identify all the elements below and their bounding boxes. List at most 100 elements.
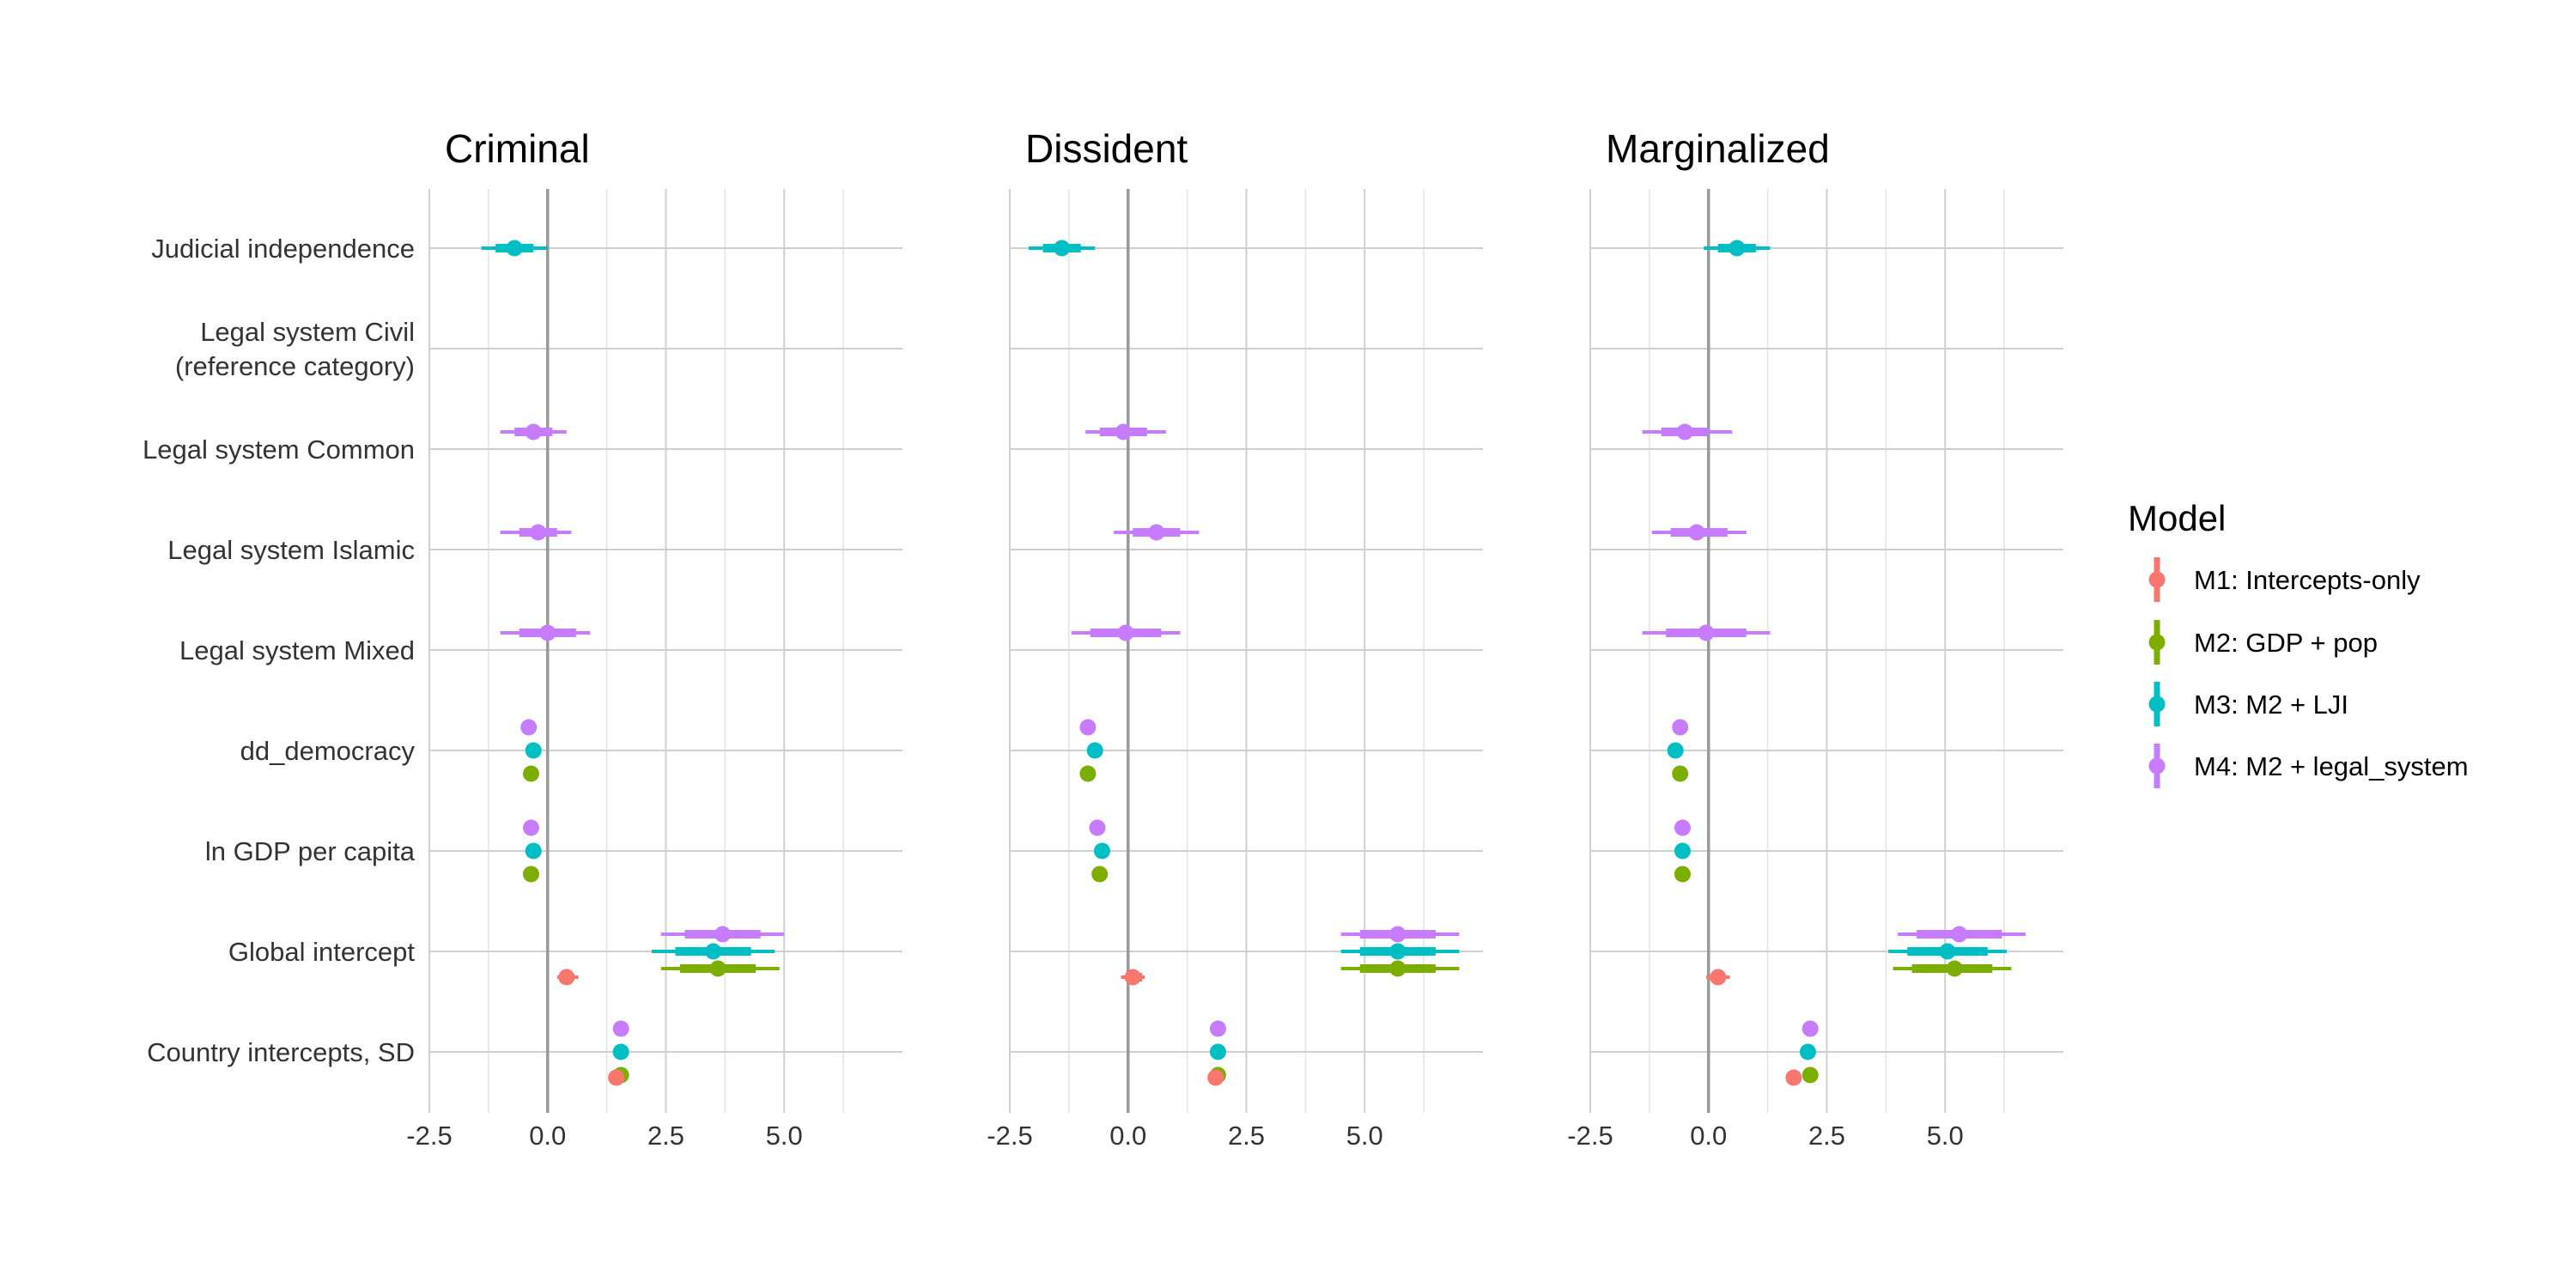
x-tick-label: -2.5 [406,1121,452,1151]
point-m2 [522,765,539,782]
x-tick-label: 5.0 [766,1121,803,1151]
point-m4 [1674,819,1691,836]
point-m3 [612,1043,629,1060]
point-m4 [1089,819,1106,836]
panel-title: Marginalized [1606,126,1830,171]
row-label-line: Global intercept [228,937,416,967]
row-label: Judicial independence [151,234,415,264]
point-m1 [608,1069,625,1086]
point-m4 [1209,1020,1226,1037]
point-m4 [530,524,547,541]
point-m2 [709,960,726,977]
panel-criminal: Criminal -2.5 0.0 2.5 5.0 [406,126,902,1151]
point-m4 [714,926,732,943]
row-label-line: Legal system Common [143,434,415,465]
legend-label: M3: M2 + LJI [2194,690,2348,720]
point-m3 [525,842,542,860]
point-m2 [522,866,539,883]
legend-key-point [2148,634,2166,651]
point-m3 [1939,943,1956,960]
x-tick-label: 2.5 [1808,1121,1845,1151]
point-m4 [1389,926,1406,943]
panel-title: Dissident [1025,126,1188,171]
point-m3 [1728,240,1746,257]
point-m4 [520,719,538,736]
point-m4 [1688,524,1705,541]
point-m4 [1148,524,1165,541]
x-tick-label: -2.5 [987,1121,1032,1151]
legend-label: M1: Intercepts-only [2194,565,2421,595]
row-label-line: Legal system Civil [200,317,415,347]
row-label-line: Country intercepts, SD [147,1037,415,1067]
point-m3 [525,742,542,759]
point-m4 [539,624,556,641]
point-m4 [525,423,542,440]
row-label-line: Legal system Mixed [179,635,415,665]
point-m4 [1676,423,1693,440]
point-m1 [1207,1069,1224,1086]
row-label-line: (reference category) [175,351,415,381]
point-m2 [1672,765,1689,782]
x-tick-label: 0.0 [529,1121,566,1151]
row-label-line: Legal system Islamic [167,535,415,565]
point-m2 [1946,960,1963,977]
legend-key-point [2148,757,2166,775]
point-m4 [1117,624,1134,641]
legend-item-m2: M2: GDP + pop [2148,620,2378,665]
point-m2 [1674,866,1691,883]
point-m3 [705,943,722,960]
panel-dissident: Dissident -2.5 0.0 2.5 5.0 [987,126,1483,1151]
row-label-line: Judicial independence [151,234,415,264]
row-label: ln GDP per capita [205,836,416,866]
row-label: Legal system Common [143,434,415,465]
point-m3 [1086,742,1103,759]
row-label: Legal system Mixed [179,635,415,665]
x-tick-label: 0.0 [1690,1121,1727,1151]
point-m1 [1785,1069,1802,1086]
point-m3 [1054,240,1071,257]
point-m3 [1799,1043,1816,1060]
x-tick-label: 2.5 [647,1121,684,1151]
legend-title: Model [2128,498,2226,538]
point-m4 [1672,719,1689,736]
row-label: Legal system Islamic [167,535,415,565]
row-label: Global intercept [228,937,416,967]
legend-key-point [2148,571,2166,588]
point-m3 [1209,1043,1226,1060]
point-m3 [1674,842,1691,860]
point-m2 [1079,765,1097,782]
x-tick-label: -2.5 [1567,1121,1613,1151]
legend-item-m3: M3: M2 + LJI [2148,682,2348,726]
point-m4 [522,819,539,836]
point-m1 [1710,969,1727,986]
row-label: Country intercepts, SD [147,1037,415,1067]
row-label-line: ln GDP per capita [205,836,416,866]
row-label: dd_democracy [240,736,416,766]
panel-title: Criminal [445,126,590,171]
point-m2 [1389,960,1406,977]
x-tick-label: 2.5 [1228,1121,1265,1151]
point-m1 [558,969,575,986]
row-label-line: dd_democracy [240,736,416,766]
point-m4 [1698,624,1715,641]
point-m3 [1667,742,1684,759]
legend: Model M1: Intercepts-only M2: GDP + pop M3:… [2128,498,2469,788]
legend-label: M4: M2 + legal_system [2194,751,2469,781]
point-m2 [1801,1066,1819,1084]
point-m4 [612,1020,629,1037]
x-tick-label: 5.0 [1346,1121,1383,1151]
row-label: Legal system Civil (reference category) [175,317,415,381]
legend-key-point [2148,696,2166,713]
legend-item-m1: M1: Intercepts-only [2148,557,2421,602]
panel-marginalized: Marginalized -2.5 0.0 2.5 5.0 [1567,126,2063,1151]
point-m4 [1079,719,1097,736]
point-m3 [1389,943,1406,960]
point-m3 [1093,842,1110,860]
point-m4 [1951,926,1968,943]
x-tick-label: 0.0 [1109,1121,1146,1151]
point-m1 [1124,969,1141,986]
point-m4 [1801,1020,1819,1037]
legend-label: M2: GDP + pop [2194,628,2378,658]
x-tick-label: 5.0 [1927,1121,1964,1151]
